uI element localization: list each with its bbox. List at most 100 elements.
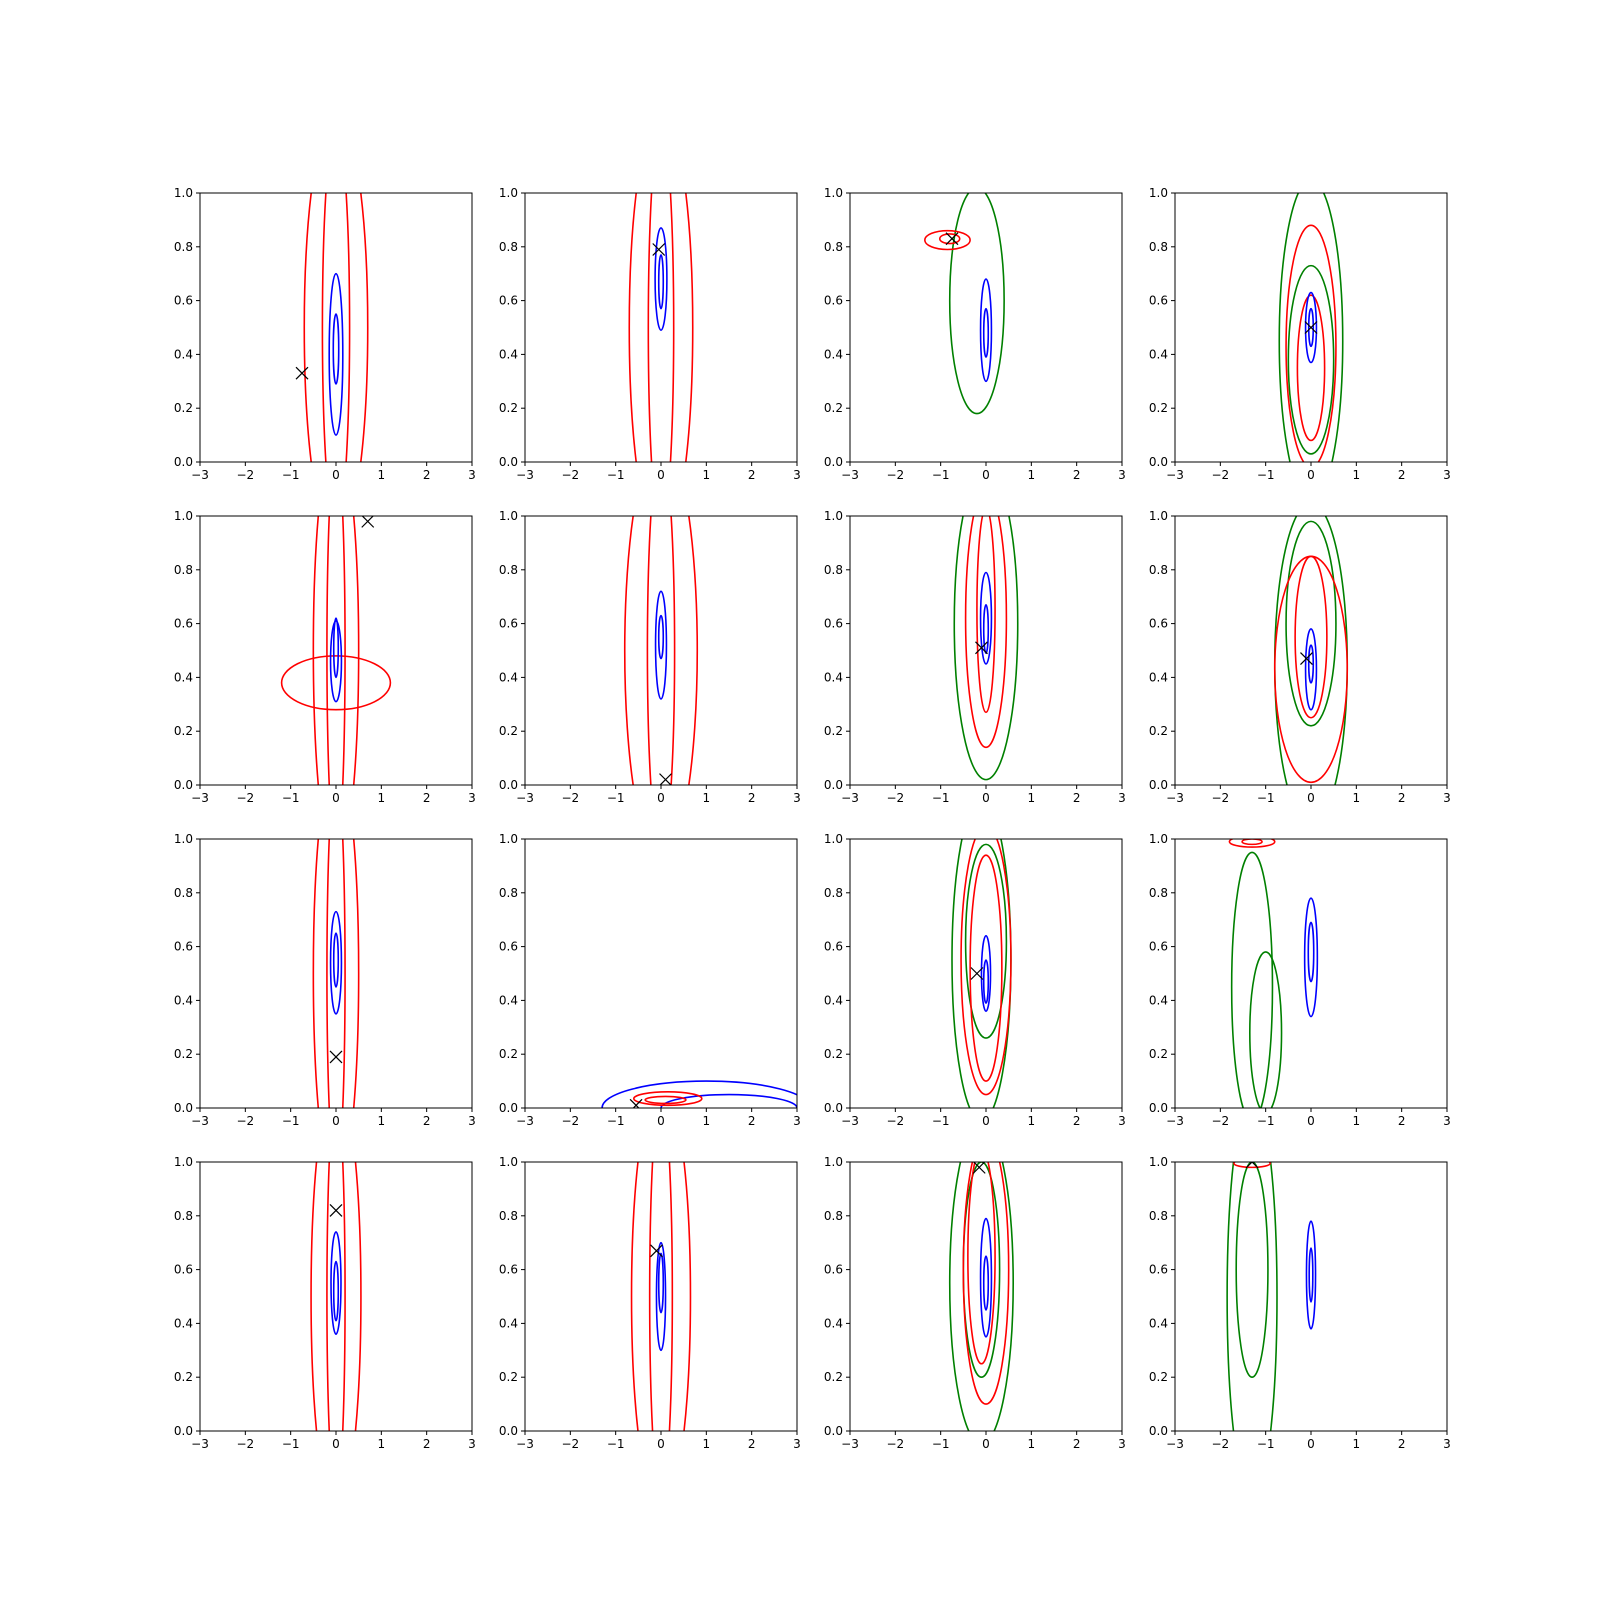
y-tick-label: 0.4 xyxy=(824,1316,843,1330)
marker-x xyxy=(1300,652,1313,665)
x-tick-label: 2 xyxy=(423,791,431,805)
y-tick-label: 0.0 xyxy=(1149,455,1168,469)
marker-x xyxy=(1245,1162,1259,1169)
y-tick-label: 0.8 xyxy=(499,1209,518,1223)
x-tick-label: 0 xyxy=(1307,468,1315,482)
contour-line-blue-5 xyxy=(1304,291,1318,364)
axes-frame xyxy=(199,1161,473,1432)
x-tick-label: 3 xyxy=(1118,1437,1126,1451)
x-tick-label: 0 xyxy=(657,1437,665,1451)
y-tick-label: 0.2 xyxy=(174,1370,193,1384)
axes-frame xyxy=(849,838,1123,1109)
contour-line-blue-4 xyxy=(657,614,665,660)
marker-x xyxy=(975,641,988,655)
marker-x xyxy=(652,243,666,256)
plot-area xyxy=(923,193,1005,415)
x-tick-label: −2 xyxy=(886,791,904,805)
x-tick-label: −1 xyxy=(932,1114,950,1128)
y-tick-label: 1.0 xyxy=(499,832,518,846)
y-tick-label: 0.0 xyxy=(824,455,843,469)
x-tick-label: 3 xyxy=(1118,468,1126,482)
marker-x xyxy=(629,1098,643,1108)
contour-line-red-2 xyxy=(326,1162,346,1431)
y-tick-label: 0.4 xyxy=(824,993,843,1007)
y-tick-label: 1.0 xyxy=(1149,832,1168,846)
x-tick-label: 3 xyxy=(793,791,801,805)
x-tick-label: −3 xyxy=(841,1437,859,1451)
x-tick-label: 2 xyxy=(748,791,756,805)
y-tick-label: 0.4 xyxy=(499,1316,518,1330)
marker-x xyxy=(659,773,672,785)
contour-line-blue-4 xyxy=(657,1252,665,1314)
x-tick-label: 3 xyxy=(1443,791,1451,805)
marker-x xyxy=(945,232,959,246)
x-tick-label: 2 xyxy=(748,468,756,482)
x-tick-label: −1 xyxy=(282,791,300,805)
x-tick-label: 1 xyxy=(1028,468,1036,482)
x-tick-label: 3 xyxy=(468,468,476,482)
x-tick-label: 0 xyxy=(332,1114,340,1128)
x-tick-label: 3 xyxy=(793,1114,801,1128)
axes-frame xyxy=(199,192,473,463)
contour-line-green-1 xyxy=(953,516,1019,781)
contour-line-red-3 xyxy=(960,839,1012,1096)
contour-line-red-1 xyxy=(623,516,699,785)
plot-area xyxy=(1226,1162,1317,1431)
y-tick-label: 0.8 xyxy=(824,240,843,254)
subplot-10: −3 −2 −1 0 1 2 3 0.0 0.2 0.4 0.6 0.8 1.0 xyxy=(499,832,801,1128)
x-tick-label: 0 xyxy=(332,468,340,482)
y-tick-label: 0.8 xyxy=(1149,240,1168,254)
y-tick-label: 1.0 xyxy=(1149,1155,1168,1169)
contour-line-red-3 xyxy=(962,1162,1010,1405)
y-tick-label: 0.2 xyxy=(1149,1047,1168,1061)
x-tick-label: −2 xyxy=(561,1114,579,1128)
y-tick-label: 0.0 xyxy=(1149,1424,1168,1438)
y-tick-label: 0.2 xyxy=(499,1047,518,1061)
contour-line-red-3 xyxy=(1285,224,1337,462)
subplot-8: −3 −2 −1 0 1 2 3 0.0 0.2 0.4 0.6 0.8 1.0 xyxy=(1149,509,1451,805)
contour-line-red-2 xyxy=(964,516,1008,749)
y-tick-label: 0.8 xyxy=(174,1209,193,1223)
x-tick-label: 2 xyxy=(1398,1437,1406,1451)
y-tick-label: 0.8 xyxy=(499,886,518,900)
x-tick-label: −2 xyxy=(236,468,254,482)
subplot-9: −3 −2 −1 0 1 2 3 0.0 0.2 0.4 0.6 0.8 1.0 xyxy=(174,832,476,1128)
contour-line-green-1 xyxy=(1226,1162,1278,1431)
contour-line-green-2 xyxy=(964,843,1008,1039)
y-tick-label: 1.0 xyxy=(174,832,193,846)
x-tick-label: 0 xyxy=(332,1437,340,1451)
x-tick-label: −1 xyxy=(282,1114,300,1128)
subplot-14: −3 −2 −1 0 1 2 3 0.0 0.2 0.4 0.6 0.8 1.0 xyxy=(499,1155,801,1451)
x-tick-label: 0 xyxy=(1307,791,1315,805)
y-tick-label: 0.2 xyxy=(1149,1370,1168,1384)
x-tick-label: 0 xyxy=(1307,1437,1315,1451)
axes-frame xyxy=(524,838,798,1109)
contour-line-red-4 xyxy=(967,1162,996,1365)
y-tick-label: 0.0 xyxy=(1149,778,1168,792)
y-tick-label: 1.0 xyxy=(499,509,518,523)
y-tick-label: 0.6 xyxy=(1149,1263,1168,1277)
x-tick-label: −2 xyxy=(561,1437,579,1451)
contour-line-red-3 xyxy=(326,516,346,785)
x-tick-label: 1 xyxy=(1028,1114,1036,1128)
y-tick-label: 0.0 xyxy=(499,1101,518,1115)
subplot-4: −3 −2 −1 0 1 2 3 0.0 0.2 0.4 0.6 0.8 1.0 xyxy=(1149,186,1451,482)
subplot-5: −3 −2 −1 0 1 2 3 0.0 0.2 0.4 0.6 0.8 1.0 xyxy=(174,509,476,805)
contour-line-blue-3 xyxy=(329,910,343,1015)
y-tick-label: 0.0 xyxy=(499,1424,518,1438)
contour-line-blue-2 xyxy=(660,1093,797,1108)
contour-line-blue-4 xyxy=(657,254,665,310)
y-tick-label: 0.6 xyxy=(499,617,518,631)
x-tick-label: −3 xyxy=(191,1114,209,1128)
y-tick-label: 0.8 xyxy=(824,563,843,577)
x-tick-label: 3 xyxy=(468,1437,476,1451)
x-tick-label: −3 xyxy=(191,791,209,805)
contour-line-blue-4 xyxy=(329,620,343,703)
x-tick-label: 3 xyxy=(1118,791,1126,805)
subplot-13: −3 −2 −1 0 1 2 3 0.0 0.2 0.4 0.6 0.8 1.0 xyxy=(174,1155,476,1451)
y-tick-label: 0.6 xyxy=(499,940,518,954)
marker-x xyxy=(329,1050,343,1064)
y-tick-label: 0.8 xyxy=(1149,886,1168,900)
contour-line-blue-5 xyxy=(982,307,990,358)
y-tick-label: 0.6 xyxy=(1149,617,1168,631)
